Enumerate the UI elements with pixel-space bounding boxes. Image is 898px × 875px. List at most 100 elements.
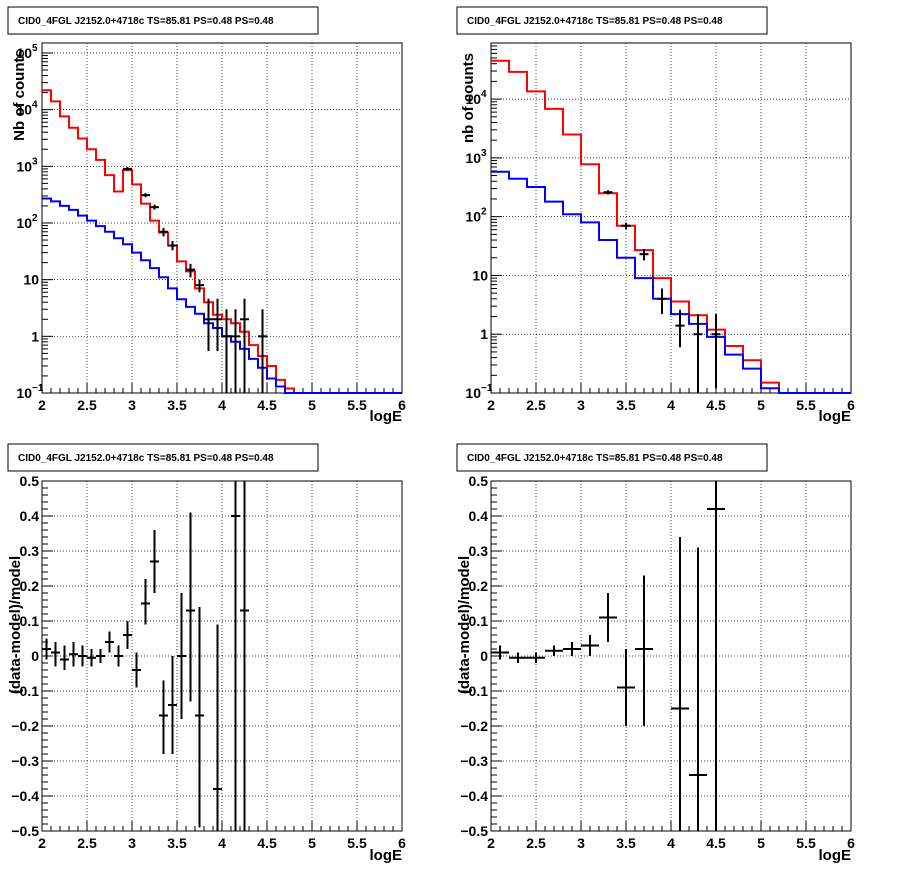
x-tick-label: 6 xyxy=(847,397,855,413)
data-point xyxy=(150,204,159,210)
data-point xyxy=(545,645,563,656)
data-point xyxy=(675,309,685,348)
data-point xyxy=(195,607,204,828)
data-point xyxy=(141,193,150,198)
data-point xyxy=(213,298,222,352)
y-tick-label: 10 xyxy=(472,267,488,283)
y-tick-label: 0.5 xyxy=(469,473,489,489)
data-point xyxy=(51,642,60,667)
y-tick-label: −0.5 xyxy=(460,823,488,839)
data-point xyxy=(581,635,599,656)
y-tick-label: 10 xyxy=(465,91,481,107)
y-tick-label: 0.3 xyxy=(469,543,489,559)
y-tick-label: 10 xyxy=(16,102,32,118)
x-tick-label: 3 xyxy=(577,835,585,851)
series-source-line xyxy=(42,197,402,394)
y-tick-exponent: 3 xyxy=(481,148,487,159)
x-tick-label: 2 xyxy=(38,397,46,413)
y-tick-label: 0 xyxy=(480,648,488,664)
data-point xyxy=(204,298,213,352)
y-tick-exponent: 2 xyxy=(481,207,487,218)
data-point xyxy=(671,537,689,831)
data-point xyxy=(168,241,177,251)
y-tick-label: −0.1 xyxy=(11,683,39,699)
chart-title-box xyxy=(7,6,319,35)
data-point xyxy=(168,656,177,754)
data-point xyxy=(195,279,204,293)
y-tick-label: 0.1 xyxy=(20,613,40,629)
x-tick-label: 3 xyxy=(128,397,136,413)
data-point xyxy=(96,649,105,663)
x-tick-label: 6 xyxy=(847,835,855,851)
y-tick-label: 0.1 xyxy=(469,613,489,629)
x-tick-label: 2.5 xyxy=(77,835,97,851)
x-tick-label: 4.5 xyxy=(257,835,277,851)
data-point xyxy=(621,222,631,230)
data-point xyxy=(222,309,231,393)
x-tick-label: 3 xyxy=(577,397,585,413)
data-point xyxy=(141,579,150,625)
y-axis-label: nb of counts xyxy=(460,53,477,143)
y-tick-label: 0.5 xyxy=(20,473,40,489)
y-axis-label: (data-model)/model xyxy=(456,556,473,694)
data-point xyxy=(689,547,707,831)
data-point xyxy=(186,512,195,702)
x-tick-label: 4 xyxy=(218,397,226,413)
y-tick-label: −0.2 xyxy=(460,718,488,734)
data-point xyxy=(617,649,635,726)
x-tick-label: 2 xyxy=(487,835,495,851)
x-axis-label: logE xyxy=(819,847,852,864)
data-point xyxy=(42,638,51,660)
x-tick-label: 6 xyxy=(398,397,406,413)
data-point xyxy=(87,649,96,667)
series-source-line xyxy=(491,170,851,394)
data-point xyxy=(563,642,581,656)
x-tick-label: 3 xyxy=(128,835,136,851)
y-tick-label: 0.4 xyxy=(20,508,40,524)
x-tick-label: 5 xyxy=(308,835,316,851)
data-point xyxy=(159,680,168,754)
data-point xyxy=(240,481,249,831)
x-axis-label: logE xyxy=(819,408,852,425)
data-point xyxy=(509,652,527,663)
x-tick-label: 5.5 xyxy=(796,397,816,413)
y-tick-exponent: 4 xyxy=(32,100,38,111)
x-tick-label: 4.5 xyxy=(257,397,277,413)
y-tick-label: 10 xyxy=(465,150,481,166)
chart-title: CID0_4FGL J2152.0+4718c TS=85.81 PS=0.48… xyxy=(467,453,723,464)
y-tick-label: 0 xyxy=(31,648,39,664)
x-tick-label: 5 xyxy=(757,397,765,413)
data-point xyxy=(213,624,222,831)
x-tick-label: 4.5 xyxy=(706,835,726,851)
x-tick-label: 2.5 xyxy=(77,397,97,413)
x-tick-label: 4 xyxy=(667,835,675,851)
y-tick-label: 10 xyxy=(465,209,481,225)
y-tick-label: −0.2 xyxy=(11,718,39,734)
y-tick-label: −0.4 xyxy=(460,788,488,804)
data-point xyxy=(657,288,667,315)
y-tick-label: 10 xyxy=(23,272,39,288)
data-point xyxy=(123,621,132,649)
y-tick-label: 0.2 xyxy=(20,578,40,594)
x-tick-label: 2.5 xyxy=(526,835,546,851)
x-tick-label: 3.5 xyxy=(167,835,187,851)
y-tick-label: 10 xyxy=(16,385,32,401)
data-point xyxy=(177,593,186,719)
data-point xyxy=(603,190,613,195)
y-tick-label: 10 xyxy=(16,158,32,174)
data-point xyxy=(114,645,123,667)
chart-title-box xyxy=(7,443,319,472)
data-point xyxy=(693,314,703,393)
y-tick-label: 1 xyxy=(480,326,488,342)
data-point xyxy=(132,652,141,688)
x-tick-label: 4 xyxy=(667,397,675,413)
chart-title: CID0_4FGL J2152.0+4718c TS=85.81 PS=0.48… xyxy=(18,16,274,27)
x-tick-label: 5.5 xyxy=(347,397,367,413)
x-tick-label: 3.5 xyxy=(167,397,187,413)
data-point xyxy=(123,167,132,171)
data-point xyxy=(707,481,725,831)
y-tick-exponent: −1 xyxy=(481,383,493,394)
data-point xyxy=(150,530,159,593)
y-tick-label: −0.4 xyxy=(11,788,39,804)
